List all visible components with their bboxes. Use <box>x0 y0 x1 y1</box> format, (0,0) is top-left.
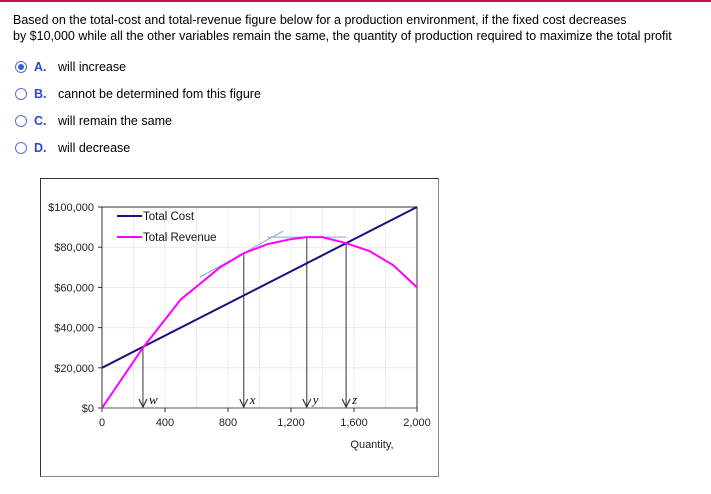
option-c[interactable]: C. will remain the same <box>15 107 261 134</box>
y-tick-label: $100,000 <box>48 202 94 214</box>
x-tick-label: 1,600 <box>340 417 368 429</box>
option-text: will increase <box>58 59 127 74</box>
x-tick-label: 400 <box>156 417 174 429</box>
y-tick-label: $0 <box>82 403 94 415</box>
y-tick-label: $60,000 <box>54 282 94 294</box>
answer-options: A. will increase B. cannot be determined… <box>15 53 261 161</box>
arrow-down-icon <box>138 398 148 409</box>
top-accent-line <box>0 0 711 2</box>
annotation-label: w <box>149 392 158 407</box>
radio-icon[interactable] <box>15 114 27 127</box>
legend-label: Total Cost <box>143 211 195 223</box>
series-line <box>101 236 418 409</box>
option-b[interactable]: B. cannot be determined fom this figure <box>15 80 261 107</box>
y-tick-label: $40,000 <box>54 323 94 335</box>
question-line-2: by $10,000 while all the other variables… <box>13 29 672 43</box>
option-letter: A. <box>34 59 47 74</box>
question-text: Based on the total-cost and total-revenu… <box>13 12 711 44</box>
option-letter: C. <box>34 113 47 128</box>
option-text: cannot be determined fom this figure <box>58 86 261 101</box>
option-d[interactable]: D. will decrease <box>15 134 261 161</box>
annotation-label: z <box>351 392 357 407</box>
legend-label: Total Revenue <box>143 232 217 244</box>
option-letter: B. <box>34 86 47 101</box>
y-tick-label: $80,000 <box>54 242 94 254</box>
option-a[interactable]: A. will increase <box>15 53 261 80</box>
x-tick-label: 1,200 <box>277 417 305 429</box>
question-line-1: Based on the total-cost and total-revenu… <box>13 13 627 27</box>
y-tick-label: $20,000 <box>54 363 94 375</box>
arrow-down-icon <box>302 398 312 409</box>
x-axis-label: Quantity, <box>350 439 393 451</box>
option-letter: D. <box>34 140 47 155</box>
radio-icon[interactable] <box>15 87 27 100</box>
arrow-down-icon <box>341 398 351 409</box>
radio-selected-icon[interactable] <box>15 60 27 73</box>
option-text: will decrease <box>58 140 131 155</box>
arrow-down-icon <box>239 398 249 409</box>
series-line <box>101 206 418 369</box>
x-tick-label: 2,000 <box>403 417 431 429</box>
annotation-label: x <box>249 392 256 407</box>
annotation-label: y <box>311 392 319 407</box>
radio-icon[interactable] <box>15 141 27 154</box>
x-tick-label: 800 <box>219 417 237 429</box>
x-tick-label: 0 <box>99 417 105 429</box>
chart-frame <box>40 178 439 477</box>
option-text: will remain the same <box>58 113 172 128</box>
